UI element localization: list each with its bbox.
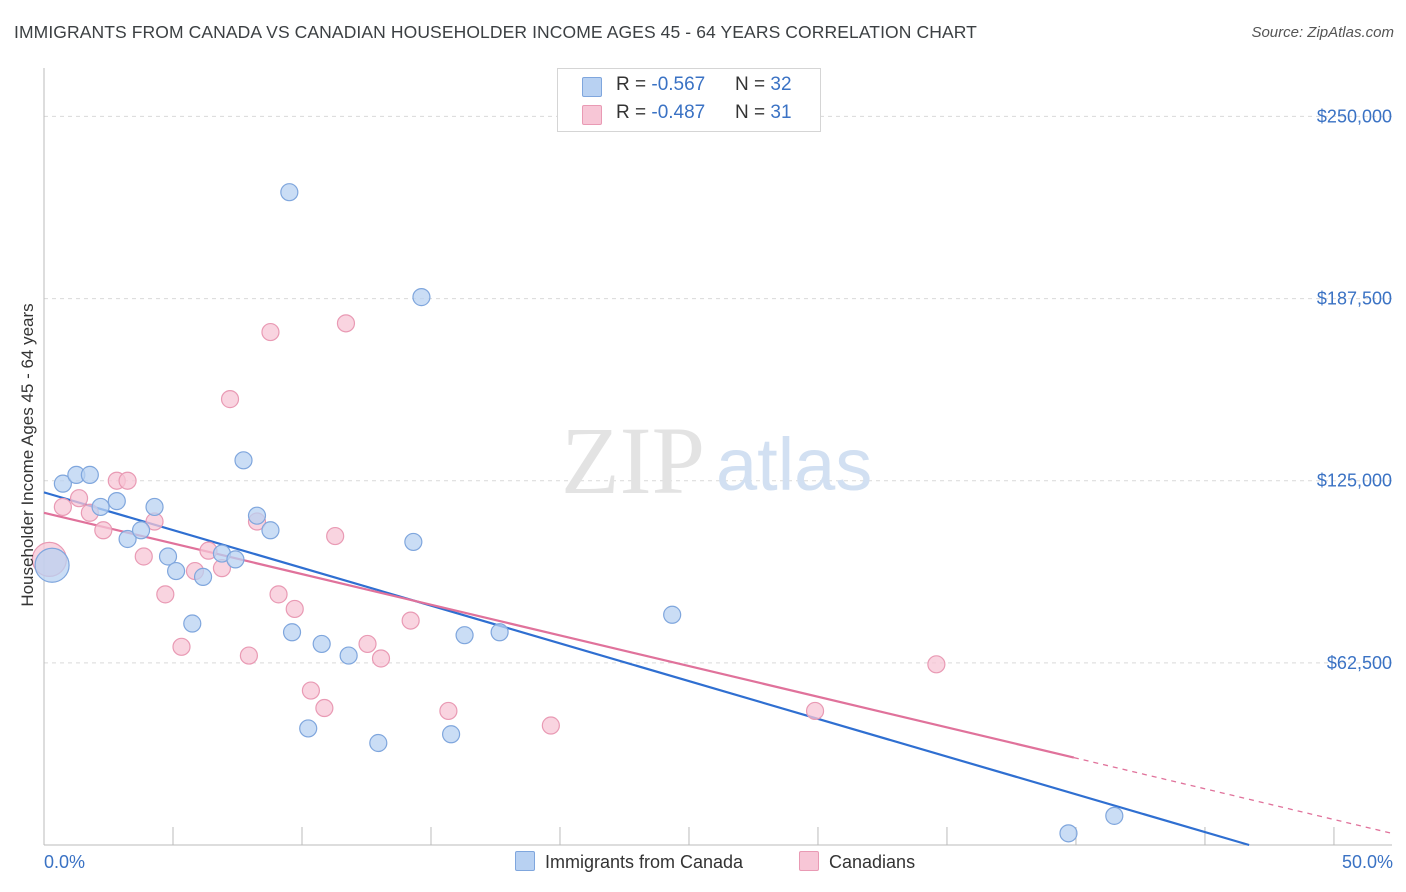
point-canadians — [285, 599, 304, 619]
grid-lines — [44, 115, 1392, 664]
y-tick-labels: $62,500 $125,000 $187,500 $250,000 — [1317, 106, 1392, 672]
trend-lines — [43, 491, 1393, 847]
y-tick-label: $187,500 — [1317, 289, 1392, 309]
x-tick-label-max: 50.0% — [1341, 852, 1393, 872]
point-immigrants — [282, 623, 302, 642]
legend-swatch-pink — [582, 105, 602, 125]
point-canadians — [336, 314, 356, 333]
point-immigrants — [369, 733, 388, 753]
y-axis-label: Householder Income Ages 45 - 64 years — [18, 303, 37, 607]
point-canadians — [269, 585, 288, 604]
point-immigrants — [183, 614, 202, 633]
point-immigrants — [247, 506, 267, 525]
point-canadians — [239, 646, 258, 665]
legend-swatch-pink — [799, 851, 819, 871]
legend-swatch-blue — [515, 851, 535, 871]
point-immigrants — [234, 451, 253, 470]
legend-n-value: 32 — [770, 74, 792, 95]
legend-label-canadians: Canadians — [829, 852, 916, 872]
point-immigrants — [131, 521, 151, 540]
point-canadians — [172, 637, 191, 656]
point-canadians — [326, 526, 345, 546]
legend-swatch-blue — [582, 77, 602, 97]
axes — [43, 68, 1392, 846]
legend-n-value: 31 — [770, 102, 792, 123]
point-canadians — [94, 521, 113, 540]
legend-n-label: N = — [735, 102, 771, 123]
source-label: Source: ZipAtlas.com — [1251, 24, 1394, 41]
point-immigrants — [1105, 806, 1124, 825]
point-immigrants — [158, 547, 178, 566]
point-immigrants — [34, 547, 70, 583]
point-immigrants — [663, 605, 682, 624]
x-tick-label-min: 0.0% — [44, 852, 86, 872]
legend-row-immigrants: R = -0.567 N = 32 — [558, 73, 820, 99]
point-immigrants — [490, 623, 509, 642]
trend-line-canadians — [43, 511, 1075, 759]
point-canadians — [156, 585, 175, 604]
point-immigrants — [118, 529, 137, 549]
point-canadians — [134, 547, 153, 566]
legend-label-immigrants: Immigrants from Canada — [545, 852, 744, 872]
y-tick-label: $125,000 — [1317, 471, 1392, 491]
watermark-zip: ZIP — [561, 407, 705, 514]
point-canadians — [358, 634, 377, 654]
point-immigrants — [412, 288, 431, 307]
point-immigrants — [107, 492, 126, 511]
data-points — [31, 183, 1124, 843]
legend-row-canadians: R = -0.487 N = 31 — [558, 101, 820, 127]
point-immigrants — [1059, 824, 1078, 843]
point-immigrants — [339, 646, 358, 665]
point-immigrants — [299, 719, 318, 738]
y-tick-label: $62,500 — [1327, 653, 1392, 673]
point-canadians — [118, 471, 137, 490]
point-canadians — [401, 611, 420, 630]
point-canadians — [53, 497, 72, 517]
point-immigrants — [145, 497, 164, 517]
legend-item-immigrants: Immigrants from Canada — [515, 851, 743, 873]
legend-r-value: -0.567 — [651, 74, 706, 95]
point-immigrants — [280, 183, 299, 202]
watermark-atlas: atlas — [716, 423, 872, 506]
point-canadians — [301, 681, 321, 700]
point-canadians — [805, 701, 825, 721]
point-immigrants — [404, 532, 423, 552]
point-canadians — [315, 698, 334, 718]
point-canadians — [261, 322, 280, 342]
point-immigrants — [53, 474, 72, 493]
point-immigrants — [193, 567, 213, 586]
legend-n-label: N = — [735, 74, 771, 95]
point-canadians — [439, 701, 458, 721]
point-immigrants — [80, 465, 99, 484]
point-immigrants — [91, 497, 110, 517]
legend-r-label: R = — [616, 74, 652, 95]
point-immigrants — [261, 521, 280, 540]
y-tick-label: $250,000 — [1317, 106, 1392, 126]
trend-line-immigrants — [43, 491, 1250, 847]
trend-line-extension — [1073, 756, 1393, 834]
point-canadians — [541, 716, 560, 735]
chart-title: IMMIGRANTS FROM CANADA VS CANADIAN HOUSE… — [14, 22, 977, 42]
series-legend: Immigrants from Canada Canadians — [0, 851, 1406, 877]
point-immigrants — [226, 550, 245, 569]
point-immigrants — [312, 634, 331, 654]
point-canadians — [69, 489, 89, 508]
point-immigrants — [441, 725, 461, 744]
point-immigrants — [167, 561, 186, 581]
point-canadians — [220, 390, 240, 409]
legend-r-label: R = — [616, 102, 652, 123]
point-immigrants — [455, 626, 474, 645]
legend-item-canadians: Canadians — [799, 851, 915, 873]
point-canadians — [371, 649, 391, 668]
watermark: ZIP atlas — [561, 407, 872, 514]
point-canadians — [927, 655, 946, 674]
correlation-legend: R = -0.567 N = 32 R = -0.487 N = 31 — [557, 68, 821, 132]
legend-r-value: -0.487 — [651, 102, 706, 123]
